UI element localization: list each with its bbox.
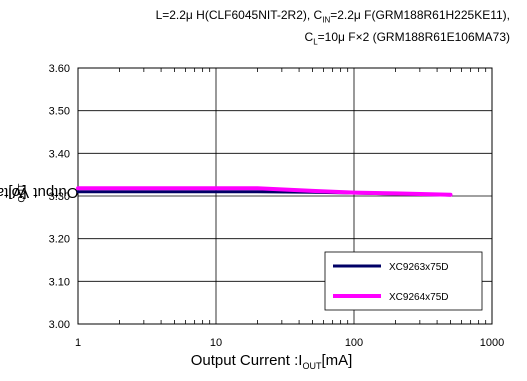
- test-conditions-line-1: L=2.2μ H(CLF6045NIT-2R2), CIN=2.2μ F(GRM…: [155, 8, 510, 25]
- y-tick-label: 3.60: [49, 63, 70, 75]
- y-tick-label: 3.30: [49, 191, 70, 203]
- legend-label: XC9263x75D: [389, 262, 448, 273]
- y-tick-label: 3.00: [49, 319, 70, 331]
- y-tick-label: 3.40: [49, 148, 70, 160]
- x-axis-label: Output Current :IOUT[mA]: [190, 352, 353, 371]
- series-group: [76, 186, 453, 197]
- legend-box: [324, 251, 483, 311]
- y-tick-label: 3.50: [49, 106, 70, 118]
- y-tick-label: 3.10: [49, 276, 70, 288]
- tick-labels: 3.00 3.10 3.20 3.30 3.40 3.50 3.60 1 10 100 1000: [49, 63, 505, 349]
- x-tick-label: 10: [210, 337, 222, 349]
- legend: XC9263x75D XC9264x75D: [324, 251, 483, 311]
- y-tick-label: 3.20: [49, 234, 70, 246]
- legend-label: XC9264x75D: [389, 292, 448, 303]
- x-tick-label: 1000: [480, 337, 504, 349]
- series-line-xc9264x75d: [76, 186, 453, 197]
- x-tick-label: 100: [345, 337, 363, 349]
- plot-frame: [77, 67, 493, 325]
- x-tick-label: 1: [75, 337, 81, 349]
- test-conditions-line-2: CL=10μ F×2 (GRM188R61E106MA73): [304, 30, 510, 47]
